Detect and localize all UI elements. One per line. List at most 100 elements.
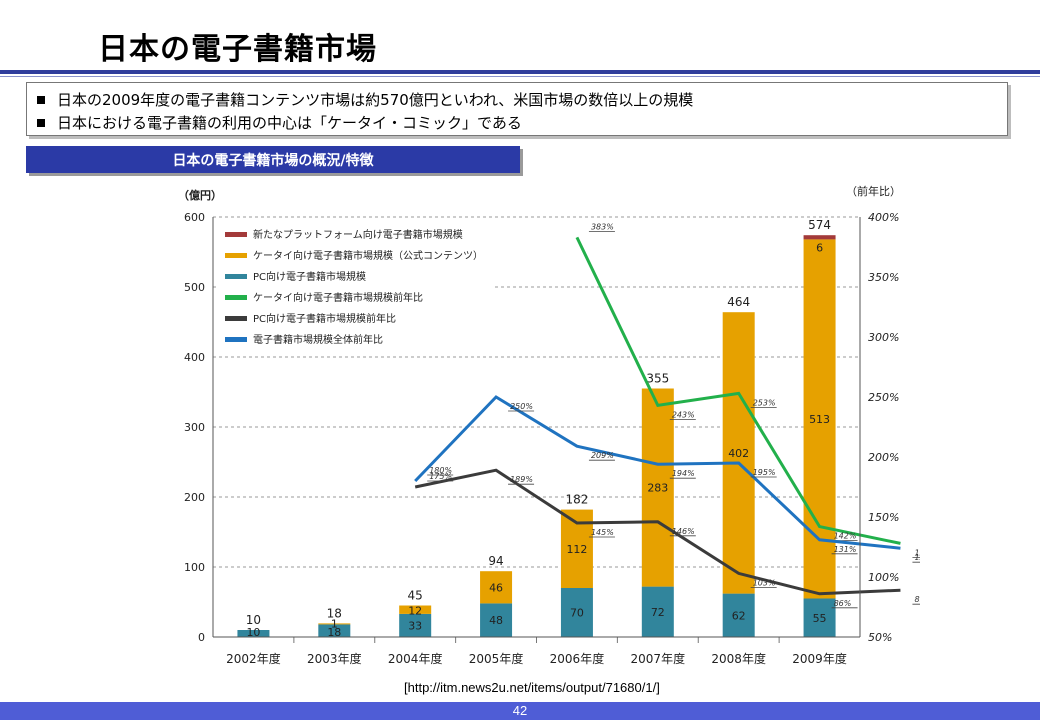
x-tick-label: 2003年度 <box>307 651 362 666</box>
line-value-label: 194% <box>672 469 695 478</box>
bar-total-label: 18 <box>327 607 342 621</box>
line-point-label: 175% <box>427 472 454 482</box>
line-point-label: 86% <box>831 599 858 609</box>
square-bullet-icon <box>37 95 45 104</box>
line-value-label: 243% <box>672 410 695 419</box>
title-underline <box>0 70 1040 74</box>
y-axis-label: （億円） <box>178 188 222 202</box>
y-tick-label: 100 <box>184 561 205 574</box>
bar-segment-label: 112 <box>566 543 587 556</box>
line-value-label: 180% <box>429 466 452 475</box>
bar-total-label: 464 <box>727 295 750 309</box>
line-value-label: 209% <box>591 451 614 460</box>
x-tick-label: 2008年度 <box>711 651 766 666</box>
line-value-label: 142% <box>834 532 857 541</box>
chart: 1010181183312454846947011218272283355624… <box>178 184 920 666</box>
lines: 383% 243% 253% 142% 128% 175% 189% 145% 146% 103%… <box>414 222 920 609</box>
bullet-text: 日本における電子書籍の利用の中心は「ケータイ・コミック」である <box>57 114 522 132</box>
line-point-label: 250% <box>508 402 535 412</box>
line-value-label: 128% <box>914 548 920 557</box>
y2-tick-label: 400% <box>868 211 899 224</box>
line-point-label: 180% <box>427 466 454 476</box>
line-value-label: 189% <box>510 475 533 484</box>
line-point-label: 194% <box>669 469 696 479</box>
source-citation: [http://itm.news2u.net/items/output/7168… <box>404 680 660 695</box>
bar-segment-label: 18 <box>327 626 341 639</box>
line-value-label: 131% <box>834 545 857 554</box>
line-value-label: 89% <box>914 595 920 604</box>
line-point-label: 195% <box>750 468 777 478</box>
bar-segment-label: 513 <box>809 413 830 426</box>
bar-total-label: 94 <box>488 554 503 568</box>
x-tick-label: 2002年度 <box>226 651 281 666</box>
bar-total-label: 45 <box>408 589 423 603</box>
line-point-label: 146% <box>669 527 696 537</box>
bar-total-label: 574 <box>808 218 831 232</box>
line-value-label: 175% <box>429 472 452 481</box>
legend-label: ケータイ向け電子書籍市場規模（公式コンテンツ） <box>253 249 483 262</box>
bar-segment <box>560 588 593 637</box>
x-tick-label: 2007年度 <box>631 651 686 666</box>
bar-segment-label: 70 <box>570 607 584 620</box>
line-point-label: 209% <box>588 451 615 461</box>
bar-total-label: 355 <box>646 372 669 386</box>
line-value-label: 124% <box>914 553 920 562</box>
y-tick-label: 300 <box>184 421 205 434</box>
legend-label: 新たなプラットフォーム向け電子書籍市場規模 <box>253 228 463 241</box>
bar-segment <box>641 388 674 587</box>
bullet-box: 日本の2009年度の電子書籍コンテンツ市場は約570億円といわれ、米国市場の数倍… <box>26 82 1008 136</box>
y-tick-label: 200 <box>184 491 205 504</box>
x-tick-label: 2004年度 <box>388 651 443 666</box>
bar-segment-label: 402 <box>728 447 749 460</box>
x-tick-label: 2006年度 <box>550 651 605 666</box>
y-tick-label: 0 <box>198 631 205 644</box>
legend-swatch <box>225 295 247 300</box>
y-tick-label: 400 <box>184 351 205 364</box>
bar-segment <box>641 586 674 637</box>
bar-segment-label: 55 <box>813 612 827 625</box>
bar-total-label: 182 <box>565 493 588 507</box>
bullet-text: 日本の2009年度の電子書籍コンテンツ市場は約570億円といわれ、米国市場の数倍… <box>57 91 694 109</box>
line-point-label: 189% <box>508 475 535 485</box>
square-bullet-icon <box>37 118 45 127</box>
bar-segment-label: 46 <box>489 581 503 594</box>
title-underline-thin <box>0 76 1040 77</box>
slide-title: 日本の電子書籍市場 <box>98 32 377 67</box>
y2-tick-label: 100% <box>868 571 899 584</box>
line-point-label: 145% <box>588 528 615 538</box>
legend-label: ケータイ向け電子書籍市場規模前年比 <box>253 291 423 304</box>
bar-segment-label: 72 <box>651 606 665 619</box>
line-value-label: 195% <box>753 468 776 477</box>
page-number: 42 <box>512 703 528 718</box>
line-value-label: 383% <box>591 222 614 231</box>
axes: 0 100 200 300 400 500 600 50% 100% 150% 200% 250% 30… <box>178 184 901 666</box>
bar-segment <box>237 630 270 637</box>
bar-segment <box>803 598 836 637</box>
bar-segment <box>803 235 836 240</box>
y2-tick-label: 50% <box>868 631 892 644</box>
bar-total-label: 10 <box>246 613 261 627</box>
line-value-label: 86% <box>834 599 852 608</box>
legend-swatch <box>225 337 247 342</box>
legend-swatch <box>225 232 247 237</box>
bar-segment <box>318 624 351 637</box>
line-point-label: 128% <box>912 548 920 558</box>
y-tick-label: 500 <box>184 281 205 294</box>
line-value-label: 253% <box>753 398 776 407</box>
legend-box <box>219 223 495 355</box>
legend-swatch <box>225 253 247 258</box>
bar-segment <box>399 605 432 614</box>
line-point-label: 131% <box>831 545 858 555</box>
bar-segment-label: 62 <box>732 609 746 622</box>
bar-segment-label: 10 <box>246 626 260 639</box>
x-tick-label: 2005年度 <box>469 651 524 666</box>
bar-segment <box>399 613 432 637</box>
bar-segment-label: 48 <box>489 614 503 627</box>
series-line <box>414 395 901 550</box>
line-point-label: 124% <box>912 553 920 563</box>
line-point-label: 103% <box>750 578 777 588</box>
line-value-label: 146% <box>672 527 695 536</box>
bar-segment <box>722 312 755 594</box>
footer-bar <box>0 702 1040 720</box>
y2-axis-label: （前年比） <box>846 184 901 198</box>
